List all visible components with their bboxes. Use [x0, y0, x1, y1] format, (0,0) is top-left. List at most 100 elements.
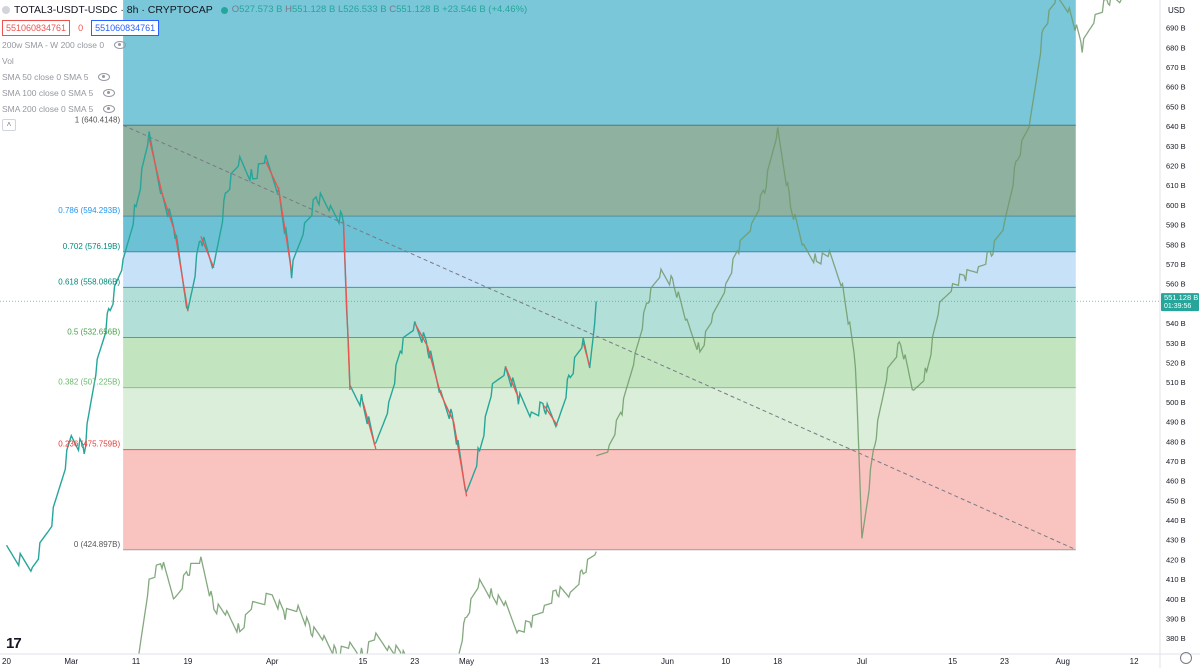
x-tick-label: 19 — [183, 657, 192, 666]
down-segment — [427, 346, 442, 395]
last-price-value: 551.128 B — [1164, 293, 1198, 302]
y-tick-label: 560 B — [1166, 280, 1186, 289]
y-tick-label: 460 B — [1166, 477, 1186, 486]
x-tick-label: Jul — [857, 657, 867, 666]
x-tick-label: 23 — [410, 657, 419, 666]
indicator-sma-100[interactable]: SMA 100 close 0 SMA 5 — [2, 86, 527, 100]
symbol-title[interactable]: TOTAL3-USDT-USDC · 8h · CRYPTOCAP — [14, 4, 213, 16]
y-tick-label: 590 B — [1166, 221, 1186, 230]
trade-buttons: 551060834761 0 551060834761 — [2, 20, 527, 36]
fib-label-0.236: 0.236 (475.759B) — [58, 440, 120, 449]
fib-label-0.702: 0.702 (576.19B) — [63, 242, 121, 251]
gear-icon[interactable] — [1180, 652, 1192, 664]
fibonacci-retracement[interactable] — [123, 0, 1076, 551]
y-tick-label: 540 B — [1166, 319, 1186, 328]
y-tick-label: 570 B — [1166, 260, 1186, 269]
x-tick-label: 23 — [1000, 657, 1009, 666]
down-segment — [174, 232, 189, 312]
collapse-legend-chevron-icon[interactable]: ˄ — [2, 119, 16, 131]
spread-value: 0 — [78, 23, 84, 33]
y-axis-panel — [1160, 0, 1200, 668]
visibility-eye-icon[interactable] — [103, 105, 116, 113]
y-tick-label: 420 B — [1166, 555, 1186, 564]
y-tick-label: 440 B — [1166, 516, 1186, 525]
x-tick-label: 20 — [2, 657, 11, 666]
x-tick-label: 13 — [540, 657, 549, 666]
fib-labels: 1 (640.4148) 0.786 (594.293B) 0.702 (576.1… — [58, 115, 120, 549]
buy-button[interactable]: 551060834761 — [91, 20, 160, 36]
y-tick-label: 410 B — [1166, 575, 1186, 584]
y-tick-label: 520 B — [1166, 358, 1186, 367]
x-axis-panel — [0, 654, 1160, 668]
visibility-eye-icon[interactable] — [103, 89, 116, 97]
bar-countdown: 01:39:56 — [1164, 303, 1191, 310]
x-tick-label: 12 — [1130, 657, 1139, 666]
y-tick-label: 480 B — [1166, 437, 1186, 446]
fib-label-0.618: 0.618 (558.086B) — [58, 277, 120, 286]
last-price-tag[interactable] — [1161, 293, 1199, 312]
down-segment — [342, 220, 351, 391]
fib-label-0.786: 0.786 (594.293B) — [58, 206, 120, 215]
fib-zone-0.786 — [123, 125, 1076, 217]
x-tick-label: 10 — [721, 657, 730, 666]
y-tick-label: 450 B — [1166, 496, 1186, 505]
x-tick-label: 15 — [948, 657, 957, 666]
fib-zone-0 — [123, 449, 1076, 550]
ohlc-values: O527.573 B H551.128 B L526.533 B C551.12… — [231, 4, 528, 15]
series-price — [5, 131, 597, 573]
visibility-eye-icon[interactable] — [98, 73, 111, 81]
down-segment — [161, 192, 176, 233]
y-tick-label: 670 B — [1166, 63, 1186, 72]
y-tick-label: 580 B — [1166, 240, 1186, 249]
y-tick-label: 640 B — [1166, 122, 1186, 131]
fib-label-1: 1 (640.4148) — [75, 115, 121, 124]
down-segment — [452, 421, 468, 497]
x-tick-label: Apr — [266, 657, 279, 666]
down-segment — [200, 236, 215, 269]
x-tick-label: Mar — [64, 657, 78, 666]
trendline[interactable] — [122, 124, 1076, 551]
fib-zone-0.702 — [123, 216, 1076, 252]
fib-zone-0.5 — [123, 287, 1076, 338]
price-series — [0, 0, 1160, 668]
y-axis-unit-label: USD — [1168, 6, 1185, 15]
x-tick-label: 15 — [358, 657, 367, 666]
fib-label-0.5: 0.5 (532.656B) — [67, 328, 120, 337]
visibility-eye-icon[interactable] — [114, 41, 127, 49]
y-tick-label: 530 B — [1166, 339, 1186, 348]
down-segment — [440, 393, 455, 422]
y-tick-label: 650 B — [1166, 102, 1186, 111]
indicator-sma-50[interactable]: SMA 50 close 0 SMA 5 — [2, 70, 527, 84]
y-tick-label: 660 B — [1166, 83, 1186, 92]
fib-label-0.382: 0.382 (507.225B) — [58, 378, 120, 387]
y-tick-label: 470 B — [1166, 457, 1186, 466]
y-tick-label: 620 B — [1166, 161, 1186, 170]
indicator-vol[interactable]: Vol — [2, 56, 14, 66]
y-tick-label: 680 B — [1166, 43, 1186, 52]
y-tick-label: 400 B — [1166, 595, 1186, 604]
fib-zone-top — [123, 0, 1076, 126]
indicator-sma-200[interactable]: SMA 200 close 0 SMA 5 — [2, 102, 527, 116]
down-segment — [543, 405, 558, 426]
y-tick-label: 630 B — [1166, 142, 1186, 151]
fib-zone-0.618 — [123, 251, 1076, 288]
diagonal-trendline[interactable] — [122, 124, 1076, 551]
fib-zone-0.236 — [123, 387, 1076, 450]
chart-legend: TOTAL3-USDT-USDC · 8h · CRYPTOCAP O527.5… — [2, 3, 527, 131]
down-segment — [278, 189, 293, 272]
y-tick-label: 490 B — [1166, 418, 1186, 427]
y-tick-label: 610 B — [1166, 181, 1186, 190]
y-tick-label: 390 B — [1166, 615, 1186, 624]
down-segment — [414, 322, 429, 348]
x-tick-label: 21 — [592, 657, 601, 666]
y-tick-label: 690 B — [1166, 24, 1186, 33]
symbol-row: TOTAL3-USDT-USDC · 8h · CRYPTOCAP O527.5… — [2, 3, 527, 17]
down-segment — [148, 137, 163, 194]
sell-button[interactable]: 551060834761 — [2, 20, 71, 36]
x-tick-label: Jun — [661, 657, 674, 666]
y-tick-label: 500 B — [1166, 398, 1186, 407]
indicator-200w-sma[interactable]: 200w SMA - W 200 close 0 — [2, 38, 527, 52]
down-segment — [582, 342, 591, 367]
